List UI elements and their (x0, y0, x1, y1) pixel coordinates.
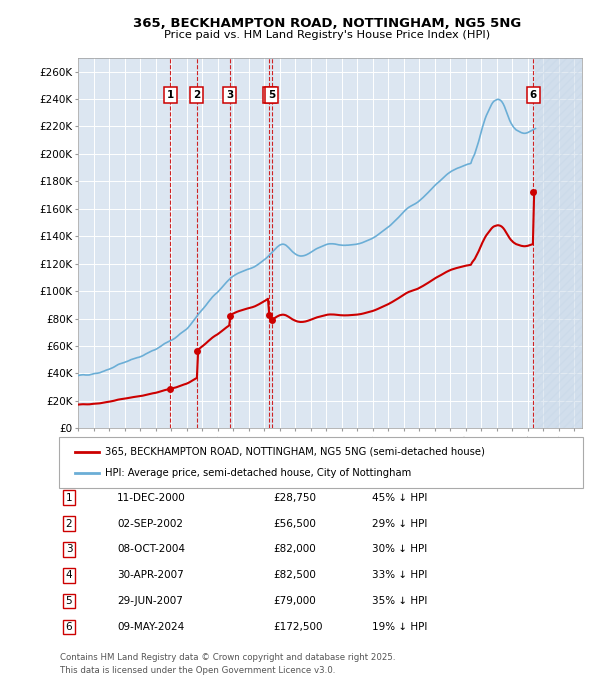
Text: 29-JUN-2007: 29-JUN-2007 (117, 596, 183, 606)
Text: 3: 3 (226, 90, 233, 100)
Text: 09-MAY-2024: 09-MAY-2024 (117, 622, 184, 632)
Text: 45% ↓ HPI: 45% ↓ HPI (372, 493, 427, 503)
Text: £82,500: £82,500 (273, 571, 316, 580)
Text: 365, BECKHAMPTON ROAD, NOTTINGHAM, NG5 5NG (semi-detached house): 365, BECKHAMPTON ROAD, NOTTINGHAM, NG5 5… (105, 447, 485, 457)
Text: 6: 6 (530, 90, 537, 100)
Text: 11-DEC-2000: 11-DEC-2000 (117, 493, 186, 503)
Text: 29% ↓ HPI: 29% ↓ HPI (372, 519, 427, 528)
Text: 1: 1 (65, 493, 73, 503)
Text: £28,750: £28,750 (273, 493, 316, 503)
Text: 365, BECKHAMPTON ROAD, NOTTINGHAM, NG5 5NG: 365, BECKHAMPTON ROAD, NOTTINGHAM, NG5 5… (133, 16, 521, 30)
Text: Price paid vs. HM Land Registry's House Price Index (HPI): Price paid vs. HM Land Registry's House … (164, 31, 490, 40)
Text: 2: 2 (193, 90, 200, 100)
Text: 08-OCT-2004: 08-OCT-2004 (117, 545, 185, 554)
Text: 1: 1 (166, 90, 174, 100)
Text: £82,000: £82,000 (273, 545, 316, 554)
Text: 02-SEP-2002: 02-SEP-2002 (117, 519, 183, 528)
Text: HPI: Average price, semi-detached house, City of Nottingham: HPI: Average price, semi-detached house,… (105, 468, 411, 478)
Text: Contains HM Land Registry data © Crown copyright and database right 2025.
This d: Contains HM Land Registry data © Crown c… (60, 653, 395, 675)
Text: 35% ↓ HPI: 35% ↓ HPI (372, 596, 427, 606)
Text: 19% ↓ HPI: 19% ↓ HPI (372, 622, 427, 632)
Text: £79,000: £79,000 (273, 596, 316, 606)
Bar (535, 58, 582, 428)
Text: 6: 6 (65, 622, 73, 632)
Text: £56,500: £56,500 (273, 519, 316, 528)
Text: 4: 4 (65, 571, 73, 580)
Text: 5: 5 (268, 90, 275, 100)
Text: 33% ↓ HPI: 33% ↓ HPI (372, 571, 427, 580)
Text: 30-APR-2007: 30-APR-2007 (117, 571, 184, 580)
Text: 5: 5 (65, 596, 73, 606)
Text: 4: 4 (266, 90, 273, 100)
Text: 3: 3 (65, 545, 73, 554)
Text: 2: 2 (65, 519, 73, 528)
Text: £172,500: £172,500 (273, 622, 323, 632)
Text: 30% ↓ HPI: 30% ↓ HPI (372, 545, 427, 554)
